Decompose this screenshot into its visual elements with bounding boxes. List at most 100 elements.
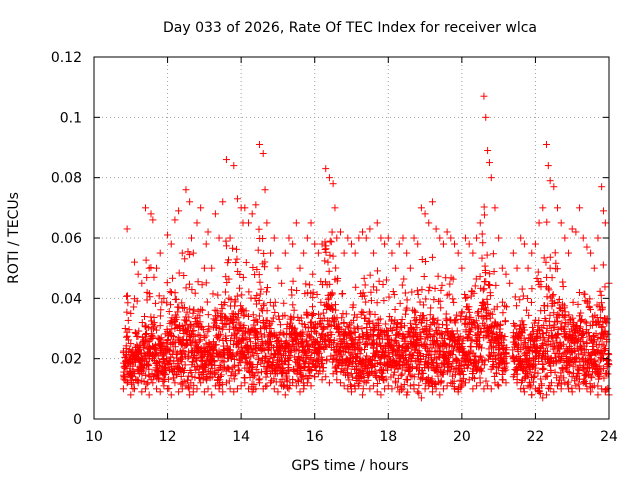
data-point: [366, 225, 374, 233]
data-point: [345, 376, 353, 384]
data-point: [227, 337, 235, 345]
data-point: [229, 363, 237, 371]
data-point: [274, 388, 282, 396]
data-point: [468, 288, 476, 296]
data-point: [124, 336, 132, 344]
data-point: [241, 374, 249, 382]
data-point: [599, 207, 607, 215]
data-point: [534, 369, 542, 377]
data-point: [473, 234, 481, 242]
data-point: [300, 249, 308, 257]
data-point: [388, 385, 396, 393]
data-point: [419, 369, 427, 377]
data-point: [492, 369, 500, 377]
data-point: [519, 343, 527, 351]
data-point: [157, 334, 165, 342]
data-point: [351, 329, 359, 337]
data-point: [439, 385, 447, 393]
data-point: [393, 319, 401, 327]
data-point: [540, 365, 548, 373]
data-point: [448, 372, 456, 380]
data-point: [554, 299, 562, 307]
data-point: [536, 345, 544, 353]
data-point: [404, 388, 412, 396]
data-point: [344, 234, 352, 242]
data-point: [333, 376, 341, 384]
data-point: [185, 313, 193, 321]
data-point: [467, 343, 475, 351]
data-point: [391, 368, 399, 376]
data-point: [583, 385, 591, 393]
data-point: [265, 321, 273, 329]
data-point: [604, 384, 612, 392]
data-point: [181, 255, 189, 263]
data-point: [521, 338, 529, 346]
data-point: [304, 342, 312, 350]
data-point: [493, 303, 501, 311]
data-point: [587, 372, 595, 380]
data-point: [190, 381, 198, 389]
data-point: [235, 319, 243, 327]
data-point: [518, 285, 526, 293]
data-point: [484, 147, 492, 155]
data-point: [427, 304, 435, 312]
data-point: [600, 374, 608, 382]
data-point: [285, 367, 293, 375]
data-point: [555, 295, 563, 303]
data-point: [280, 382, 288, 390]
data-point: [221, 320, 229, 328]
data-point: [425, 287, 433, 295]
data-point: [430, 314, 438, 322]
data-point: [313, 290, 321, 298]
data-point: [155, 374, 163, 382]
data-point: [603, 315, 611, 323]
data-point: [462, 379, 470, 387]
data-point: [287, 348, 295, 356]
data-point: [189, 249, 197, 257]
data-point: [550, 183, 558, 191]
data-point: [252, 365, 260, 373]
data-point: [245, 288, 253, 296]
data-point: [568, 384, 576, 392]
data-point: [410, 381, 418, 389]
data-point: [353, 313, 361, 321]
data-point: [466, 308, 474, 316]
data-point: [296, 264, 304, 272]
data-point: [426, 283, 434, 291]
data-point: [250, 381, 258, 389]
data-point: [585, 303, 593, 311]
data-point: [599, 305, 607, 313]
data-point: [528, 249, 536, 257]
data-point: [414, 240, 422, 248]
data-point: [222, 242, 230, 250]
data-point: [374, 380, 382, 388]
data-point: [170, 333, 178, 341]
data-point: [361, 281, 369, 289]
data-point: [269, 332, 277, 340]
data-point: [520, 388, 528, 396]
data-point: [359, 335, 367, 343]
data-point: [144, 360, 152, 368]
data-point: [480, 211, 488, 219]
data-point: [308, 303, 316, 311]
data-point: [524, 264, 532, 272]
data-point: [276, 321, 284, 329]
data-point: [412, 365, 420, 373]
data-point: [520, 240, 528, 248]
data-point: [575, 288, 583, 296]
data-point: [260, 300, 268, 308]
data-point: [195, 365, 203, 373]
data-point: [546, 382, 554, 390]
data-point: [599, 261, 607, 269]
data-point: [443, 291, 451, 299]
data-point: [394, 342, 402, 350]
data-point: [255, 225, 263, 233]
data-point: [539, 394, 547, 402]
data-point: [560, 374, 568, 382]
data-point: [150, 273, 158, 281]
data-point: [366, 385, 374, 393]
data-point: [411, 307, 419, 315]
data-point: [190, 306, 198, 314]
data-point: [416, 329, 424, 337]
y-tick-label: 0.04: [51, 291, 82, 307]
